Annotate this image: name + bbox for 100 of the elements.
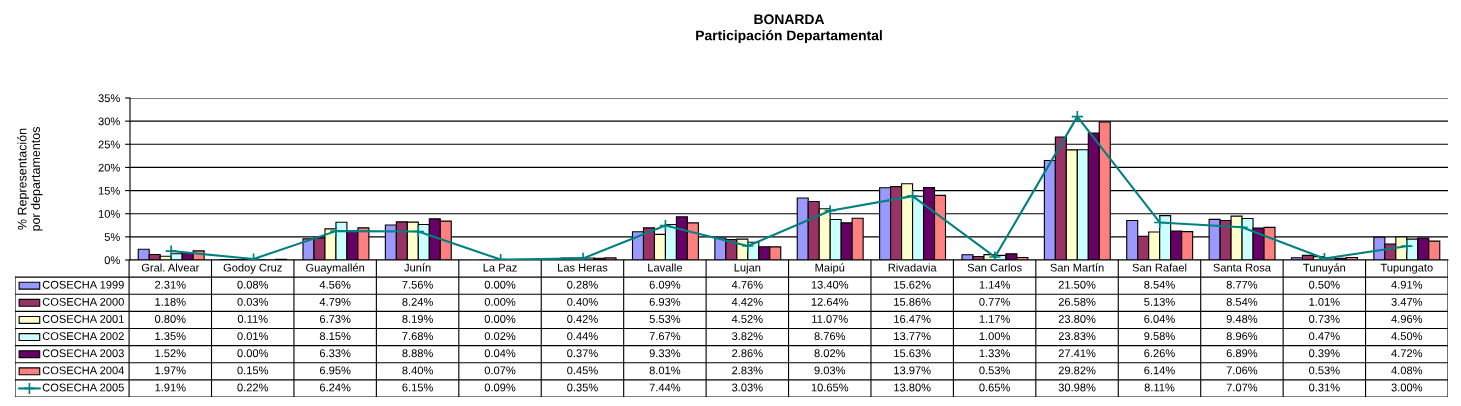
data-label: 7.67% xyxy=(649,332,681,341)
data-label: 8.01% xyxy=(649,366,681,375)
data-label: 0.65% xyxy=(979,383,1010,392)
data-label: 1.52% xyxy=(155,349,186,358)
y-tick-label: 25% xyxy=(98,140,120,149)
x-tick-label: Tupungato xyxy=(1380,263,1433,274)
data-label: 0.40% xyxy=(567,297,598,306)
data-label: 0.44% xyxy=(567,332,598,341)
data-label: 21.50% xyxy=(1058,280,1096,289)
x-tick-label: Santa Rosa xyxy=(1213,263,1271,272)
data-label: 8.24% xyxy=(402,297,433,306)
data-label: 8.77% xyxy=(1226,280,1258,289)
data-label: 23.80% xyxy=(1058,315,1096,323)
data-label: 6.04% xyxy=(1144,315,1175,323)
data-label: 0.50% xyxy=(1309,280,1340,289)
data-label: 4.72% xyxy=(1391,349,1423,358)
data-label: 0.11% xyxy=(237,315,268,323)
data-label: 26.58% xyxy=(1058,297,1096,306)
data-label: 7.68% xyxy=(402,332,433,341)
data-label: 11.07% xyxy=(812,315,848,323)
data-label: 16.47% xyxy=(894,315,931,323)
data-label: 7.06% xyxy=(1226,366,1258,375)
data-label: 5.13% xyxy=(1144,297,1175,306)
x-tick-label: San Martín xyxy=(1050,263,1104,272)
data-label: 0.73% xyxy=(1309,315,1340,323)
data-label: 0.01% xyxy=(237,332,269,341)
data-label: 13.40% xyxy=(811,280,849,289)
data-label: 0.31% xyxy=(1309,383,1340,392)
data-label: 4.50% xyxy=(1391,332,1423,341)
data-label: 6.09% xyxy=(649,280,681,289)
data-label: 4.76% xyxy=(731,280,763,289)
x-tick-label: Maipú xyxy=(815,263,845,274)
y-tick-label: 10% xyxy=(98,209,120,218)
data-label: 3.03% xyxy=(732,383,763,392)
data-label: 4.96% xyxy=(1391,315,1423,323)
data-label: 0.00% xyxy=(237,349,269,358)
data-label: 6.89% xyxy=(1226,349,1258,358)
x-tick-label: Godoy Cruz xyxy=(223,263,282,274)
data-label: 9.58% xyxy=(1144,332,1175,341)
x-tick-label: Junín xyxy=(404,263,431,272)
data-label: 0.00% xyxy=(484,280,516,289)
data-label: 2.31% xyxy=(155,280,186,289)
data-label: 13.97% xyxy=(894,366,931,375)
data-label: 1.17% xyxy=(979,315,1010,323)
x-tick-label: Guaymallén xyxy=(306,263,365,274)
legend-label: COSECHA 1999 xyxy=(42,280,124,289)
data-label: 6.93% xyxy=(649,297,681,306)
x-tick-label: Tunuyán xyxy=(1303,263,1346,274)
data-label: 0.53% xyxy=(1309,366,1340,375)
data-label: 0.80% xyxy=(154,315,186,323)
legend-label: COSECHA 2003 xyxy=(42,349,124,358)
y-tick-label: 35% xyxy=(98,94,120,103)
data-label: 10.65% xyxy=(811,383,849,392)
chart-subtitle: Participación Departamental xyxy=(696,30,882,44)
data-label: 1.97% xyxy=(155,366,186,375)
data-label: 6.33% xyxy=(319,349,351,358)
x-tick-label: Lavalle xyxy=(648,263,682,272)
data-label: 0.00% xyxy=(484,315,516,323)
legend-label: COSECHA 2005 xyxy=(42,383,124,392)
legend-label: COSECHA 2001 xyxy=(42,315,124,323)
data-label: 9.48% xyxy=(1226,315,1258,323)
legend-label: COSECHA 2004 xyxy=(42,366,125,375)
data-label: 1.00% xyxy=(979,332,1010,341)
x-tick-label: San Carlos xyxy=(967,263,1022,272)
data-label: 8.11% xyxy=(1144,383,1175,392)
data-label: 1.18% xyxy=(155,297,186,306)
data-label: 4.91% xyxy=(1391,280,1423,289)
data-label: 29.82% xyxy=(1058,366,1096,375)
data-label: 1.35% xyxy=(155,332,186,341)
data-label: 2.86% xyxy=(732,349,763,358)
data-label: 0.03% xyxy=(237,297,269,306)
data-label: 8.15% xyxy=(319,332,351,341)
y-tick-label: 0% xyxy=(104,256,120,265)
data-label: 7.56% xyxy=(402,280,433,289)
data-label: 15.62% xyxy=(894,280,931,289)
data-label: 8.76% xyxy=(814,332,846,341)
data-label: 0.04% xyxy=(484,349,516,358)
data-label: 8.96% xyxy=(1226,332,1258,341)
data-label: 6.73% xyxy=(319,315,351,323)
data-label: 15.86% xyxy=(894,297,931,306)
data-label: 2.83% xyxy=(732,366,763,375)
data-label: 0.15% xyxy=(237,366,269,375)
data-label: 0.00% xyxy=(484,297,516,306)
data-label: 6.24% xyxy=(319,383,351,392)
x-tick-label: Lujan xyxy=(734,263,761,274)
legend-label: COSECHA 2000 xyxy=(42,297,124,306)
data-label: 30.98% xyxy=(1058,383,1096,392)
data-label: 0.07% xyxy=(484,366,516,375)
data-label: 13.77% xyxy=(894,332,931,341)
x-tick-label: Las Heras xyxy=(558,263,608,272)
y-axis-title: % Representación por departamentos xyxy=(17,126,43,231)
data-label: 0.77% xyxy=(979,297,1010,306)
data-label: 6.26% xyxy=(1144,349,1175,358)
data-label: 6.15% xyxy=(402,383,433,392)
data-label: 9.33% xyxy=(649,349,681,358)
data-label: 0.37% xyxy=(567,349,598,358)
data-label: 0.42% xyxy=(567,315,598,323)
data-label: 8.54% xyxy=(1144,280,1175,289)
data-label: 0.08% xyxy=(237,280,269,289)
data-label: 0.35% xyxy=(567,383,598,392)
